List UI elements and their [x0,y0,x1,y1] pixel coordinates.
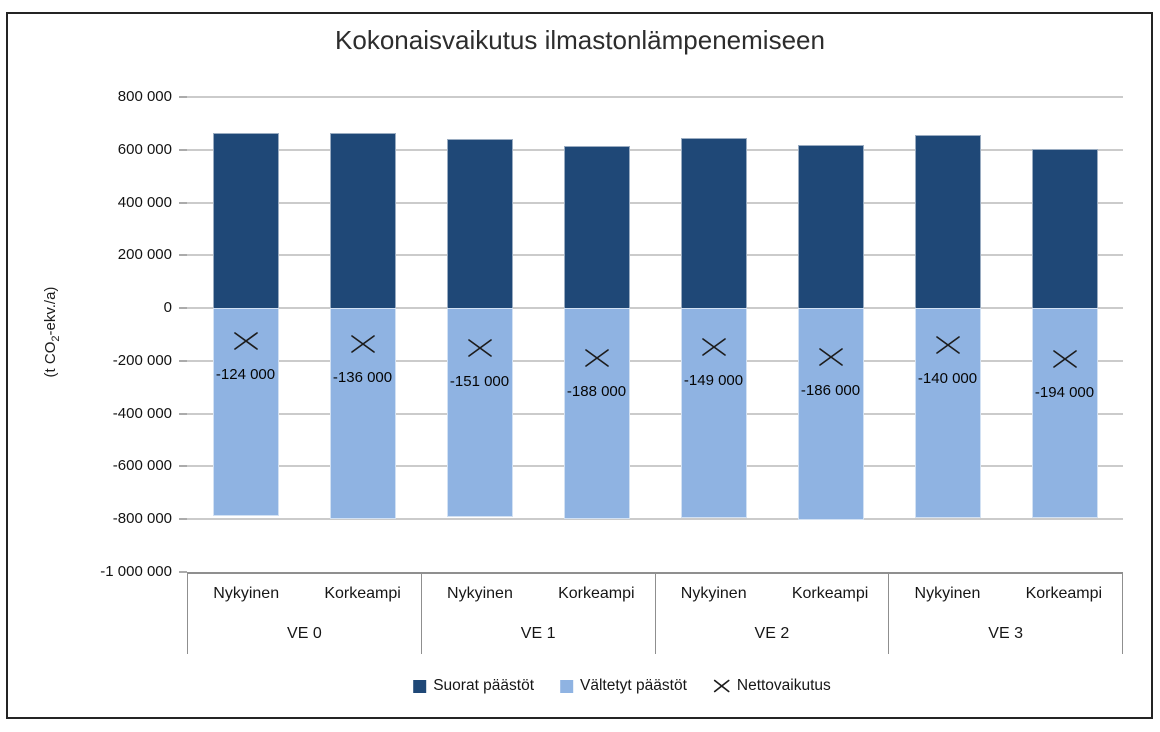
bar-valtetyt-paastot [797,308,864,520]
x-axis-subcategory-row: Nykyinen Korkeampi [889,574,1122,614]
y-axis-title-subscript: 2 [50,335,62,342]
x-axis-group-cell: Nykyinen Korkeampi VE 0 [187,574,422,654]
gridline [187,412,1123,415]
y-axis-tick-label: 0 [163,299,172,317]
x-marker-icon [350,334,376,354]
net-impact-data-label: -124 000 [215,365,276,383]
x-axis-group-label: VE 0 [287,625,322,642]
y-axis-tick-mark [179,359,187,362]
bar-suorat-paastot [329,133,396,309]
legend-item: Suorat päästöt [413,677,534,695]
gridline [187,518,1123,521]
x-axis-subcategory-row: Nykyinen Korkeampi [656,574,889,614]
x-axis-table: Nykyinen Korkeampi VE 0 Nykyinen Korkeampi VE… [187,572,1123,654]
legend-label: Vältetyt päästöt [580,677,687,694]
bar-valtetyt-paastot [212,308,279,517]
bar-valtetyt-paastot [446,308,513,518]
legend: Suorat päästöt Vältetyt päästöt Nettovaiku… [413,673,831,699]
y-axis-tick-mark [179,412,187,415]
x-axis-subcategory-label: Nykyinen [914,585,981,602]
net-impact-data-label: -149 000 [683,372,744,390]
y-axis-tick-label: 200 000 [117,246,172,264]
x-marker-icon [935,335,961,355]
y-axis-tick-mark [179,465,187,468]
x-axis-subcategory-label: Korkeampi [1025,585,1103,602]
y-axis-tick-mark [179,148,187,151]
x-axis-group-label: VE 2 [754,625,790,642]
y-axis-tick-label: 600 000 [117,140,172,158]
x-axis-subcategory-label: Nykyinen [680,585,747,602]
bar-suorat-paastot [680,137,747,309]
y-axis-tick-label: -200 000 [112,351,172,369]
x-axis-group-label: VE 1 [520,625,556,642]
gridline [187,201,1123,204]
net-impact-data-label: -151 000 [449,372,510,390]
x-marker-icon [1052,349,1078,369]
x-axis-subcategory-label: Korkeampi [791,585,869,602]
x-axis-subcategory-row: Nykyinen Korkeampi [422,574,655,614]
x-marker-icon [818,347,844,367]
y-axis-tick-label: 400 000 [117,193,172,211]
net-impact-data-label: -186 000 [800,382,861,400]
gridline [187,96,1123,98]
y-axis-tick-mark [179,307,187,310]
x-axis-group-cell: Nykyinen Korkeampi VE 2 [656,574,890,654]
bar-valtetyt-paastot [680,308,747,518]
x-axis-subcategory-label: Korkeampi [324,585,401,602]
legend-item: Vältetyt päästöt [560,677,687,695]
gridline [187,359,1123,362]
bar-suorat-paastot [914,135,981,309]
x-axis-subcategory-label: Korkeampi [558,585,635,602]
gridline [187,254,1123,257]
x-marker-icon [584,348,610,368]
y-axis-tick-label: 800 000 [117,88,172,105]
net-impact-data-label: -188 000 [566,382,627,400]
legend-label: Suorat päästöt [433,677,535,694]
net-impact-data-label: -194 000 [1034,384,1095,402]
x-marker-icon [701,337,727,357]
y-axis-tick-label: -1 000 000 [100,563,172,580]
bar-suorat-paastot [446,138,513,309]
bar-suorat-paastot [212,132,279,309]
x-axis-subcategory-label: Nykyinen [447,585,513,602]
x-axis-group-cell: Nykyinen Korkeampi VE 3 [889,574,1123,654]
legend-color-swatch-icon [560,679,574,693]
y-axis-tick-mark [179,518,187,521]
y-axis-tick-mark [179,201,187,204]
y-axis-tick-label: -800 000 [112,510,172,528]
bar-valtetyt-paastot [1031,308,1098,519]
chart-title: Kokonaisvaikutus ilmastonlämpenemiseen [335,25,825,55]
bar-valtetyt-paastot [914,308,981,519]
bar-suorat-paastot [797,145,864,309]
legend-item: Nettovaikutus [713,677,831,695]
gridline [187,307,1123,310]
x-marker-icon [467,338,493,358]
x-axis-group-label: VE 3 [988,625,1023,642]
x-marker-icon [713,679,730,693]
bar-valtetyt-paastot [563,308,630,520]
net-impact-data-label: -136 000 [332,369,393,386]
net-impact-data-label: -140 000 [917,370,978,388]
y-axis-tick-mark [179,571,187,573]
y-axis-tick-label: -400 000 [112,404,172,422]
x-marker-icon [233,331,259,351]
gridline [187,148,1123,151]
x-axis-subcategory-label: Nykyinen [213,585,280,602]
bar-suorat-paastot [1031,149,1098,309]
x-axis-subcategory-row: Nykyinen Korkeampi [188,574,421,614]
legend-color-swatch-icon [413,679,427,693]
x-axis-group-cell: Nykyinen Korkeampi VE 1 [422,574,656,654]
legend-label: Nettovaikutus [736,677,831,694]
y-axis-tick-mark [179,254,187,257]
y-axis-tick-label: -600 000 [112,457,172,475]
bar-suorat-paastot [563,146,630,309]
plot-area: -124 000 -136 000 -151 000 -188 000 -149 000… [187,96,1123,572]
y-axis-tick-mark [179,96,187,98]
gridline [187,465,1123,468]
